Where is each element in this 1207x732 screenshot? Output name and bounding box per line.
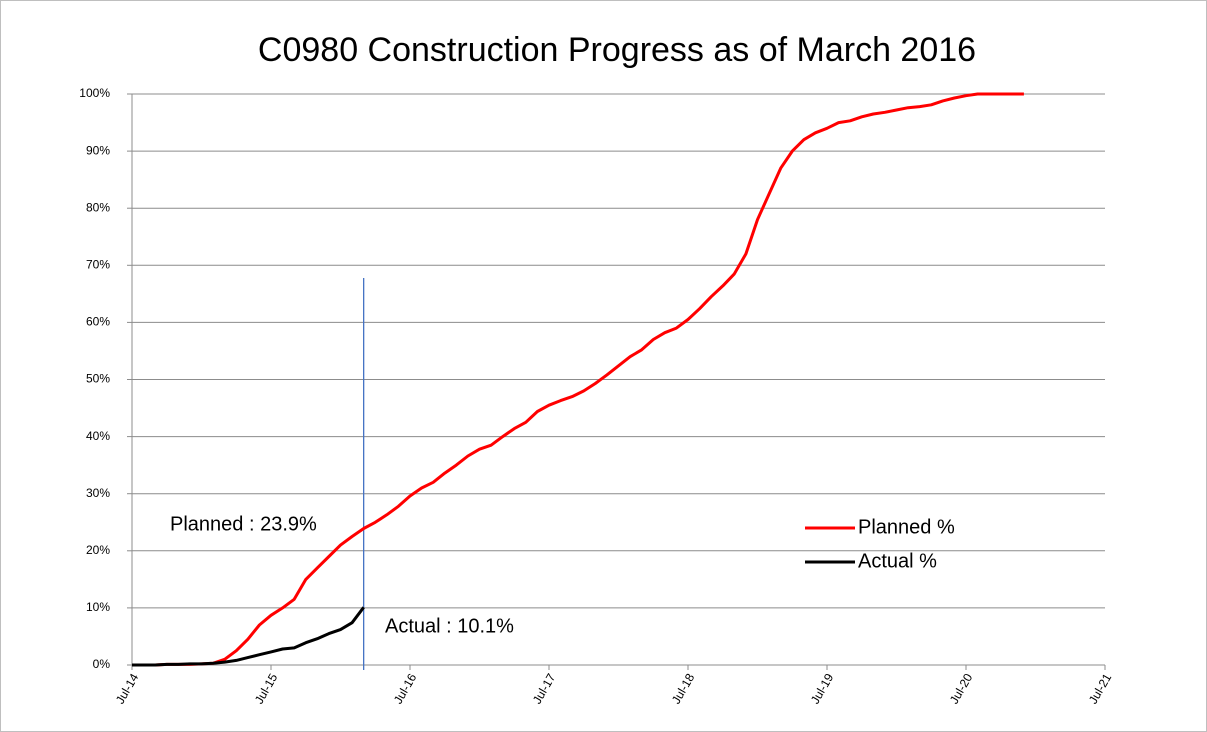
y-tick-label: 10% xyxy=(86,600,110,614)
y-tick-label: 20% xyxy=(86,543,110,557)
y-tick-label: 100% xyxy=(79,86,110,100)
y-tick-label: 70% xyxy=(86,257,110,271)
y-tick-label: 0% xyxy=(93,657,111,671)
legend-label: Planned % xyxy=(858,516,955,538)
series-line xyxy=(132,92,1024,667)
legend-label: Actual % xyxy=(858,550,937,572)
y-tick-label: 30% xyxy=(86,486,110,500)
annotation: Planned : 23.9% xyxy=(170,513,317,535)
chart-title: C0980 Construction Progress as of March … xyxy=(258,31,976,69)
y-tick-label: 60% xyxy=(86,315,110,329)
y-tick-label: 90% xyxy=(86,143,110,157)
series-line xyxy=(132,606,365,667)
y-tick-label: 80% xyxy=(86,200,110,214)
y-tick-label: 40% xyxy=(86,429,110,443)
annotation: Actual : 10.1% xyxy=(385,615,514,637)
y-tick-label: 50% xyxy=(86,372,110,386)
